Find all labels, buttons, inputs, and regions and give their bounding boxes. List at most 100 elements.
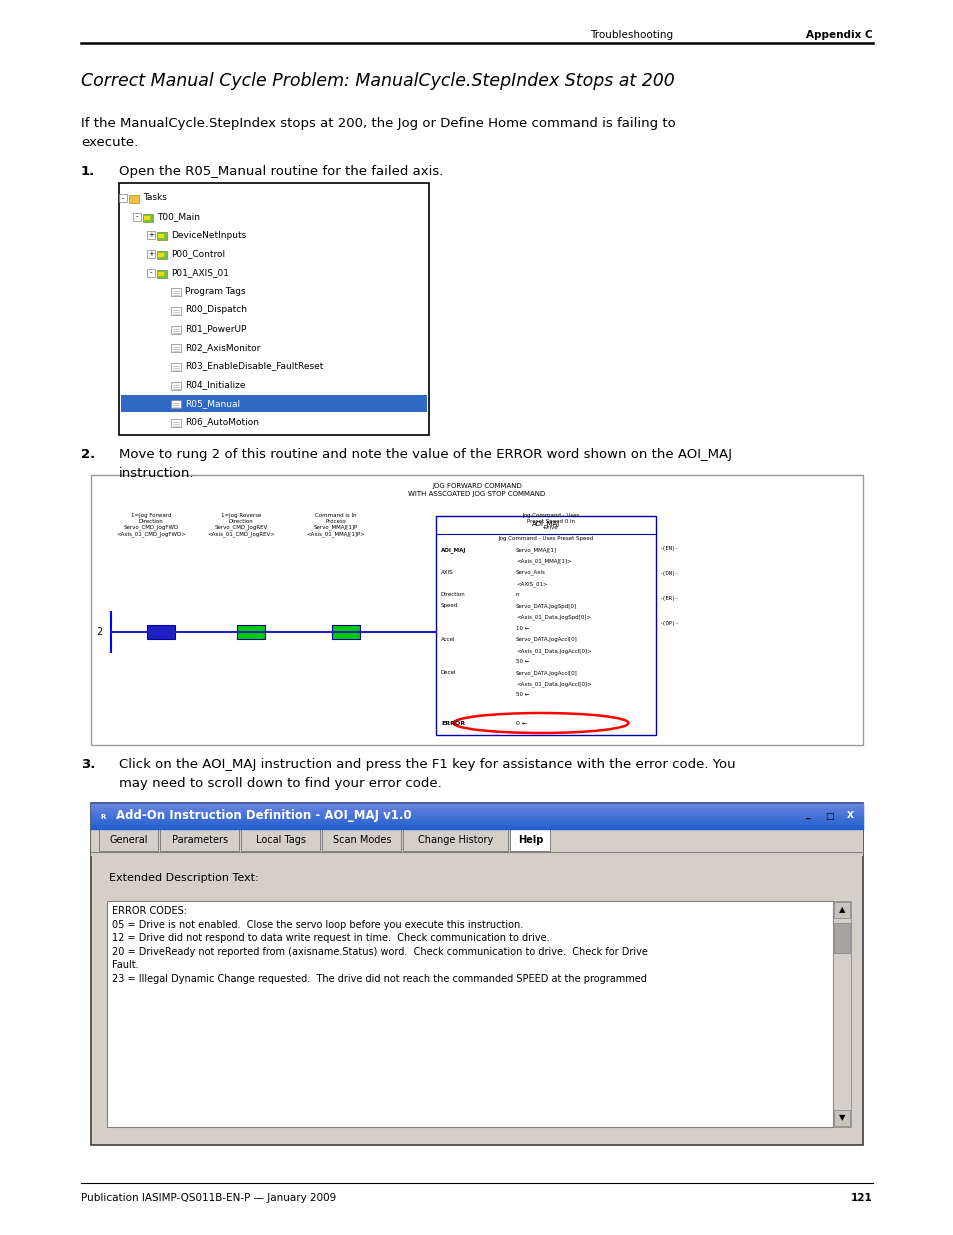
- Text: -(DN)-: -(DN)-: [659, 571, 678, 576]
- Bar: [91, 803, 862, 1145]
- Text: ERROR: ERROR: [440, 720, 465, 725]
- Text: AOI_MAJ: AOI_MAJ: [532, 520, 559, 527]
- Bar: [129, 195, 139, 203]
- Bar: [833, 1110, 849, 1126]
- Text: AOI_MAJ: AOI_MAJ: [440, 547, 466, 553]
- Text: Move to rung 2 of this routine and note the value of the ERROR word shown on the: Move to rung 2 of this routine and note …: [119, 448, 731, 480]
- Text: Servo_DATA.JogSpd[0]: Servo_DATA.JogSpd[0]: [516, 603, 577, 609]
- Text: R01_PowerUP: R01_PowerUP: [185, 324, 246, 333]
- Text: Accel: Accel: [440, 637, 455, 642]
- Text: Click on the AOI_MAJ instruction and press the F1 key for assistance with the er: Click on the AOI_MAJ instruction and pre…: [119, 758, 735, 790]
- Text: 2.: 2.: [81, 448, 95, 461]
- Text: 2: 2: [96, 626, 102, 636]
- Bar: [171, 363, 181, 370]
- Text: 1=Jog Reverse
Direction
Servo_CMD_JogREV
<Axis_01_CMD_JogREV>: 1=Jog Reverse Direction Servo_CMD_JogREV…: [207, 513, 274, 537]
- Bar: [99, 829, 158, 851]
- Bar: [91, 475, 862, 745]
- Bar: [799, 806, 816, 826]
- Text: R06_AutoMotion: R06_AutoMotion: [185, 417, 258, 426]
- Bar: [832, 902, 850, 1128]
- Text: Correct Manual Cycle Problem: ManualCycle.StepIndex Stops at 200: Correct Manual Cycle Problem: ManualCycl…: [81, 72, 674, 90]
- Bar: [436, 515, 656, 735]
- Text: <Axis_01_MMAJ[1]>: <Axis_01_MMAJ[1]>: [516, 558, 571, 564]
- Text: -: -: [150, 269, 152, 275]
- Bar: [107, 902, 832, 1128]
- Text: Help: Help: [517, 835, 542, 845]
- Text: 3.: 3.: [81, 758, 95, 771]
- Bar: [510, 829, 550, 851]
- Bar: [158, 253, 164, 257]
- Text: Command is In
Process
Servo_MMAJ[1]P
<Axis_01_MMAJ[1]P>: Command is In Process Servo_MMAJ[1]P <Ax…: [306, 513, 365, 537]
- Text: -: -: [122, 195, 124, 201]
- Text: R02_AxisMonitor: R02_AxisMonitor: [185, 343, 260, 352]
- Bar: [144, 216, 150, 220]
- Text: <Axis_01_Data.JogAccl[0]>: <Axis_01_Data.JogAccl[0]>: [516, 682, 591, 687]
- Text: If the ManualCycle.StepIndex stops at 200, the Jog or Define Home command is fai: If the ManualCycle.StepIndex stops at 20…: [81, 117, 675, 149]
- Bar: [99, 853, 854, 1137]
- Bar: [147, 625, 174, 638]
- Text: 10 ←: 10 ←: [516, 626, 529, 631]
- Text: Servo_MMAJ[1]: Servo_MMAJ[1]: [516, 547, 557, 553]
- Bar: [171, 308, 181, 315]
- Text: 1=Jog Forward
Direction
Servo_CMD_JogFWD
<Axis_01_CMD_JogFWD>: 1=Jog Forward Direction Servo_CMD_JogFWD…: [116, 513, 186, 537]
- Bar: [157, 232, 167, 241]
- Text: Open the R05_Manual routine for the failed axis.: Open the R05_Manual routine for the fail…: [119, 165, 443, 178]
- Text: <Axis_01_Data.JogAccl[0]>: <Axis_01_Data.JogAccl[0]>: [516, 648, 591, 653]
- Text: Parameters: Parameters: [172, 835, 228, 845]
- Text: Local Tags: Local Tags: [255, 835, 306, 845]
- Bar: [171, 345, 181, 352]
- Bar: [96, 810, 110, 824]
- Bar: [332, 625, 359, 638]
- Text: <AXIS_01>: <AXIS_01>: [516, 580, 547, 587]
- Text: -(EN)-: -(EN)-: [659, 546, 678, 551]
- Text: R: R: [100, 814, 106, 820]
- Text: ERROR CODES:
05 = Drive is not enabled.  Close the servo loop before you execute: ERROR CODES: 05 = Drive is not enabled. …: [112, 906, 647, 984]
- Bar: [171, 400, 181, 409]
- Bar: [403, 829, 508, 851]
- Text: -(OP)-: -(OP)-: [659, 620, 678, 625]
- Text: □: □: [824, 811, 832, 820]
- Text: Decel: Decel: [440, 671, 456, 676]
- Text: Publication IASIMP-QS011B-EN-P — January 2009: Publication IASIMP-QS011B-EN-P — January…: [81, 1193, 335, 1203]
- Text: 0 ←: 0 ←: [516, 720, 527, 725]
- Text: Servo_Axis: Servo_Axis: [516, 569, 545, 576]
- Text: 121: 121: [850, 1193, 872, 1203]
- Bar: [147, 231, 154, 240]
- Text: Troubleshooting: Troubleshooting: [589, 30, 673, 40]
- Text: Tasks: Tasks: [143, 194, 167, 203]
- Text: n: n: [516, 592, 519, 597]
- Text: General: General: [110, 835, 148, 845]
- Text: P00_Control: P00_Control: [171, 249, 225, 258]
- Bar: [91, 803, 862, 829]
- Text: ▼: ▼: [838, 1114, 844, 1123]
- Bar: [158, 272, 164, 275]
- Text: 1.: 1.: [81, 165, 95, 178]
- Bar: [833, 923, 849, 953]
- Bar: [171, 288, 181, 296]
- Bar: [157, 269, 167, 278]
- Text: R00_Dispatch: R00_Dispatch: [185, 305, 247, 315]
- Text: R03_EnableDisable_FaultReset: R03_EnableDisable_FaultReset: [185, 362, 323, 370]
- Text: R04_Initialize: R04_Initialize: [185, 380, 245, 389]
- Text: +: +: [148, 251, 153, 257]
- Text: Change History: Change History: [418, 835, 493, 845]
- Bar: [119, 183, 429, 435]
- Text: Jog Command - Uses Preset Speed: Jog Command - Uses Preset Speed: [497, 536, 593, 541]
- Text: Servo_DATA.JogAccl[0]: Servo_DATA.JogAccl[0]: [516, 637, 578, 642]
- Text: Scan Modes: Scan Modes: [333, 835, 391, 845]
- Text: 50 ←: 50 ←: [516, 693, 529, 698]
- Bar: [143, 214, 152, 221]
- Bar: [322, 829, 401, 851]
- Bar: [158, 235, 164, 238]
- Text: ▲: ▲: [838, 905, 844, 914]
- Text: JOG FORWARD COMMAND
WITH ASSCOATED JOG STOP COMMAND: JOG FORWARD COMMAND WITH ASSCOATED JOG S…: [408, 483, 545, 496]
- Bar: [820, 806, 837, 826]
- Text: Servo_DATA.JogAccl[0]: Servo_DATA.JogAccl[0]: [516, 671, 578, 676]
- Bar: [241, 829, 320, 851]
- Text: <Axis_01_Data.JogSpd[0]>: <Axis_01_Data.JogSpd[0]>: [516, 614, 591, 620]
- Bar: [132, 212, 141, 221]
- Text: Jog Command - Uses
Preset Speed 0 in
Drive: Jog Command - Uses Preset Speed 0 in Dri…: [521, 513, 579, 530]
- Text: -: -: [135, 214, 138, 220]
- Bar: [119, 194, 127, 203]
- Text: +: +: [148, 232, 153, 238]
